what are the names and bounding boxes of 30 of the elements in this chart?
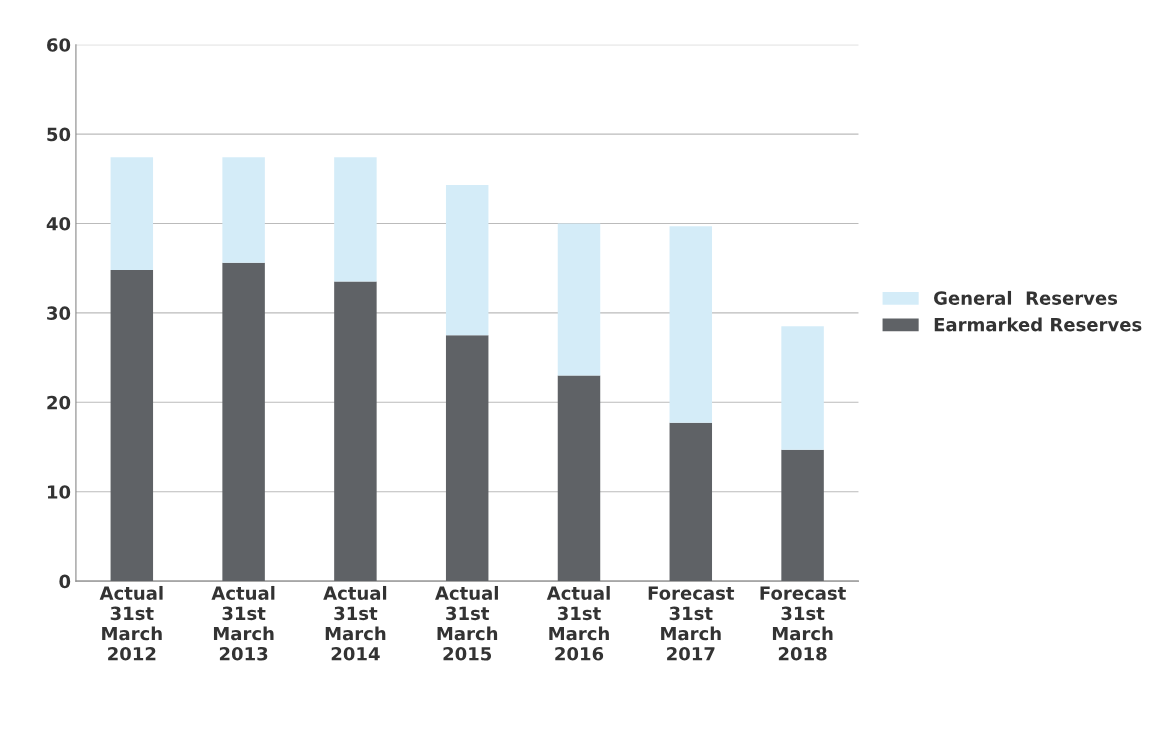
y-tick-label: 40 (46, 216, 71, 231)
legend-label: Earmarked Reserves (934, 317, 1142, 332)
legend-label: General Reserves (934, 290, 1118, 305)
bar (669, 226, 713, 423)
x-tick-label: Actual 31st March 2012 (99, 585, 163, 661)
y-tick-label: 30 (47, 306, 71, 321)
bar (334, 281, 377, 582)
x-tick-label: Actual 31st March 2016 (546, 585, 610, 661)
bar (557, 223, 601, 376)
bar (781, 449, 824, 582)
x-tick-label: Actual 31st March 2015 (435, 585, 498, 661)
bar (557, 375, 601, 582)
y-tick-label: 50 (47, 127, 71, 142)
bar (334, 157, 377, 282)
bar (222, 157, 265, 263)
x-tick-label: Actual 31st March 2014 (323, 585, 387, 661)
y-tick-label: 20 (47, 395, 71, 410)
bar (110, 157, 154, 270)
x-tick-label: Forecast 31st March 2018 (760, 586, 846, 661)
y-tick-label: 0 (59, 574, 71, 589)
x-tick-label: Actual 31st March 2013 (211, 585, 275, 661)
bar (222, 262, 265, 582)
bar (669, 422, 713, 582)
bar (110, 269, 154, 582)
y-tick-label: 10 (47, 485, 71, 499)
bar (445, 185, 489, 336)
bar (781, 326, 824, 450)
x-tick-label: Forecast 31st March 2017 (648, 586, 735, 661)
y-tick-label: 60 (47, 38, 71, 52)
bar (445, 335, 489, 582)
